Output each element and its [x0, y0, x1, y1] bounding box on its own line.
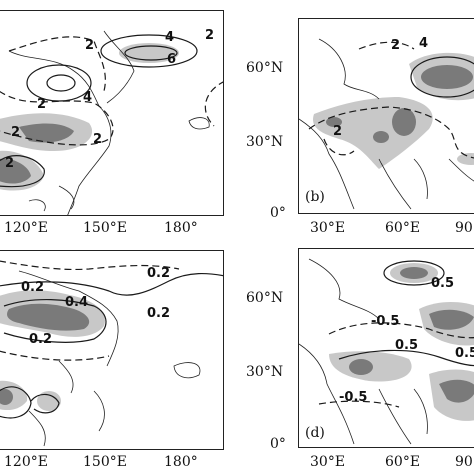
island: [188, 117, 210, 130]
map-panel-c: 0.2 0.2 0.4 0.2 0.2: [0, 250, 224, 450]
contour-label: 2: [11, 125, 20, 140]
shade-dark-region: [392, 108, 416, 136]
map-d-canvas: 0.5 -0.5 0.5 0.5 -0.5: [299, 258, 474, 445]
contour-dashed: [308, 106, 474, 159]
map-panel-a: 2 4 6 2 4 2 2 2 2: [0, 10, 224, 216]
shade-dark-region: [349, 359, 373, 375]
contour-label: 6: [167, 52, 176, 67]
shade-dark-region: [439, 379, 474, 403]
coastline: [18, 270, 119, 367]
contour-label: -0.5: [371, 314, 399, 329]
map-c-canvas: 0.2 0.2 0.4 0.2 0.2: [0, 260, 223, 447]
shade-dark-region: [373, 131, 389, 143]
contour-solid: [0, 273, 223, 296]
contour-dashed: [0, 350, 110, 361]
panel-label-b: (b): [305, 189, 325, 205]
contour-dashed: [323, 138, 355, 156]
coastline: [28, 360, 105, 447]
y-tick-label: 60°N: [246, 60, 284, 76]
contour-label: -0.5: [339, 390, 367, 405]
contour-solid: [3, 299, 107, 343]
shade-dark-region: [421, 65, 473, 89]
contour-label: 0.2: [147, 266, 170, 281]
contour-dashed: [358, 41, 415, 50]
island: [173, 362, 201, 379]
contour-solid: [100, 34, 198, 68]
contour-label: 0.5: [431, 276, 454, 291]
contour-solid: [383, 260, 445, 286]
contour-dashed: [8, 36, 106, 92]
contour-label: 2: [391, 38, 400, 53]
contour-label: 2: [205, 28, 214, 43]
contour-label: 0.2: [29, 332, 52, 347]
contour-dashed: [0, 90, 114, 146]
contour-dashed: [0, 260, 180, 271]
coastline: [103, 30, 135, 104]
contour-label: 2: [85, 38, 94, 53]
x-tick-label: 60°E: [385, 220, 421, 236]
contour-label: 4: [83, 90, 92, 105]
contour-label: 2: [37, 97, 46, 112]
shade-dark-region: [0, 158, 31, 184]
map-a-canvas: 2 4 6 2 4 2 2 2 2: [0, 28, 223, 215]
contour-solid: [124, 45, 178, 61]
contour-label: 4: [419, 36, 428, 51]
shade-dark-region: [7, 303, 90, 331]
shade-dark-region: [400, 267, 428, 279]
contour-dashed: [328, 322, 474, 339]
x-tick-label: 60°E: [385, 454, 421, 470]
x-tick-label: 150°E: [83, 454, 127, 470]
x-tick-label: 90: [455, 220, 473, 236]
y-tick-label: 0°: [270, 436, 286, 452]
coastline: [299, 258, 380, 445]
coastline: [28, 185, 75, 212]
map-panel-d: 0.5 -0.5 0.5 0.5 -0.5 (d): [298, 248, 474, 448]
shade-light-region: [457, 153, 474, 165]
y-tick-label: 0°: [270, 205, 286, 221]
contour-label: 0.5: [395, 338, 418, 353]
x-tick-label: 120°E: [4, 454, 48, 470]
x-tick-label: 150°E: [83, 220, 127, 236]
coastline: [378, 388, 428, 445]
contour-label: 2: [93, 132, 102, 147]
shade-dark-region: [0, 389, 13, 405]
map-b-canvas: 2 4 2: [299, 36, 474, 210]
x-tick-label: 180°: [164, 220, 198, 236]
contour-label: 0.2: [21, 280, 44, 295]
shade-light-region: [37, 391, 61, 411]
contour-solid: [338, 349, 474, 367]
map-panel-b: 2 4 2 (b): [298, 18, 474, 214]
contour-label: 0.5: [455, 346, 474, 361]
x-tick-label: 90: [455, 454, 473, 470]
x-tick-label: 30°E: [310, 220, 346, 236]
coastline: [378, 158, 474, 210]
contour-dashed: [204, 81, 223, 127]
contour-label: 2: [5, 156, 14, 171]
contour-solid: [26, 64, 92, 102]
y-tick-label: 60°N: [246, 290, 284, 306]
shade-light-region: [313, 97, 433, 169]
y-tick-label: 30°N: [246, 364, 284, 380]
contour-solid: [46, 74, 76, 92]
shade-dark-region: [429, 309, 474, 330]
contour-label: 2: [333, 124, 342, 139]
contour-label: 0.4: [65, 295, 88, 310]
x-tick-label: 120°E: [4, 220, 48, 236]
contour-label: 0.2: [147, 306, 170, 321]
contour-solid: [0, 155, 45, 188]
contour-label: 4: [165, 30, 174, 45]
y-tick-label: 30°N: [246, 134, 284, 150]
shade-dark-region: [326, 117, 342, 127]
shade-dark-region: [19, 123, 74, 143]
x-tick-label: 180°: [164, 454, 198, 470]
contour-solid: [410, 56, 474, 98]
contour-solid: [0, 386, 60, 419]
x-tick-label: 30°E: [310, 454, 346, 470]
panel-label-d: (d): [305, 425, 325, 441]
